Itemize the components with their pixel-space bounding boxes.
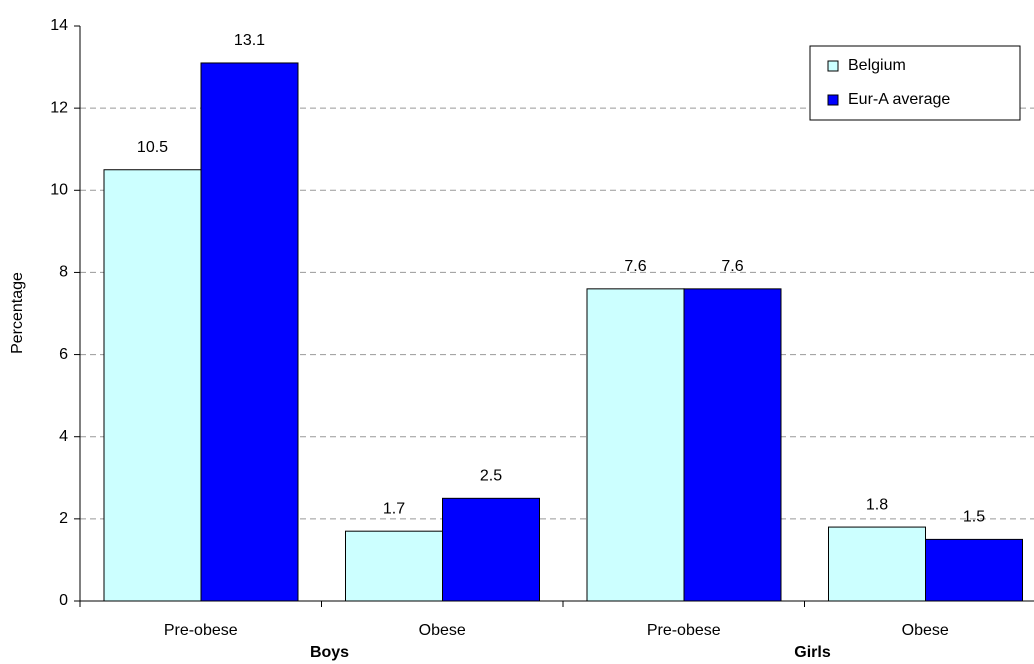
data-label: 1.8 [866, 496, 888, 513]
y-tick-label: 2 [59, 510, 68, 527]
legend-box [809, 45, 1021, 121]
y-tick-label: 0 [59, 592, 68, 609]
y-tick-label: 6 [59, 346, 68, 363]
x-tick-label: Obese [419, 622, 466, 639]
data-label: 7.6 [721, 258, 743, 275]
y-tick-label: 10 [50, 182, 68, 199]
legend-label: Eur-A average [848, 91, 950, 108]
data-label: 1.5 [963, 509, 985, 526]
bar [683, 288, 782, 602]
x-tick-label: Pre-obese [647, 622, 721, 639]
y-tick-label: 8 [59, 264, 68, 281]
y-tick-label: 4 [59, 428, 68, 445]
data-label: 2.5 [480, 468, 502, 485]
y-axis-label: Percentage [9, 272, 26, 354]
bar [925, 538, 1023, 602]
x-tick-label: Pre-obese [164, 622, 238, 639]
x-tick-label: Obese [902, 622, 949, 639]
y-tick-label: 14 [50, 17, 68, 34]
bar [200, 62, 299, 602]
data-label: 13.1 [234, 32, 265, 49]
bar [442, 497, 540, 602]
group-label: Boys [310, 644, 349, 661]
bar [828, 526, 926, 602]
legend-label: Belgium [848, 57, 906, 74]
bar [345, 530, 443, 602]
bar [586, 288, 685, 602]
y-tick-label: 12 [50, 99, 68, 116]
legend-swatch [827, 94, 839, 106]
group-label: Girls [794, 644, 831, 661]
legend-swatch [827, 60, 839, 72]
data-label: 10.5 [137, 139, 168, 156]
data-label: 7.6 [624, 258, 646, 275]
data-label: 1.7 [383, 500, 405, 517]
bar [103, 169, 202, 602]
